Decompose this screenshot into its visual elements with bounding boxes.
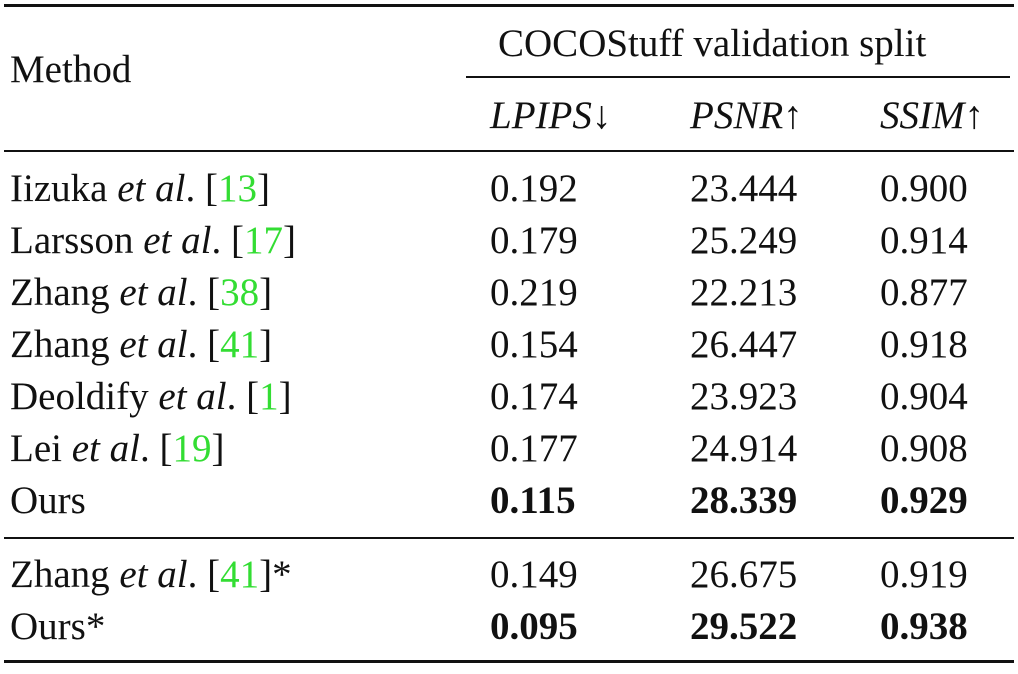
ssim-value: 0.904 (880, 375, 968, 418)
ssim-column-header: SSIM↑ (880, 96, 984, 135)
psnr-column-header: PSNR↑ (690, 96, 803, 135)
up-arrow-icon: ↑ (783, 94, 803, 137)
psnr-value: 26.447 (690, 323, 798, 366)
citation-close: ] (278, 375, 292, 418)
method-cell: Zhang et al. [38] (10, 273, 272, 312)
group-underline (466, 76, 1010, 78)
method-name: Lei (10, 427, 62, 470)
psnr-value: 23.923 (690, 375, 798, 418)
table-row: Ours 0.115 28.339 0.929 (0, 481, 1018, 533)
psnr-value: 24.914 (690, 427, 798, 470)
method-cell: Ours (10, 481, 86, 520)
method-cell: Zhang et al. [41]* (10, 555, 292, 594)
method-name: Zhang (10, 553, 110, 596)
ssim-value: 0.929 (880, 479, 968, 522)
table-row: Larsson et al. [17] 0.179 25.249 0.914 (0, 221, 1018, 273)
lpips-value: 0.115 (490, 479, 576, 522)
citation-open: . [ (211, 219, 244, 262)
table-row: Zhang et al. [41] 0.154 26.447 0.918 (0, 325, 1018, 377)
lpips-value: 0.149 (490, 553, 578, 596)
top-rule (4, 4, 1014, 7)
lpips-value: 0.174 (490, 375, 578, 418)
method-cell: Ours* (10, 607, 105, 646)
psnr-value: 22.213 (690, 271, 798, 314)
dataset-group-header: COCOStuff validation split (498, 22, 927, 65)
method-name: Ours (10, 479, 86, 522)
citation-link[interactable]: 41 (220, 323, 260, 366)
method-cell: Larsson et al. [17] (10, 221, 296, 260)
method-name: Deoldify (10, 375, 149, 418)
ssim-value: 0.918 (880, 323, 968, 366)
ssim-value: 0.914 (880, 219, 968, 262)
method-cell: Lei et al. [19] (10, 429, 224, 468)
up-arrow-icon: ↑ (964, 94, 984, 137)
lpips-value: 0.192 (490, 167, 578, 210)
citation-close: ] (256, 167, 270, 210)
citation-close: ]* (259, 553, 292, 596)
method-cell: Zhang et al. [41] (10, 325, 272, 364)
et-al-text: et al (158, 375, 227, 418)
lpips-value: 0.177 (490, 427, 578, 470)
table-row: Iizuka et al. [13] 0.192 23.444 0.900 (0, 169, 1018, 221)
table-row: Zhang et al. [41]* 0.149 26.675 0.919 (0, 555, 1018, 607)
method-name: Iizuka (10, 167, 108, 210)
lpips-column-header: LPIPS↓ (490, 96, 611, 135)
bottom-rule (4, 660, 1014, 663)
header-rule (4, 150, 1014, 152)
et-al-text: et al (117, 167, 186, 210)
table-row: Lei et al. [19] 0.177 24.914 0.908 (0, 429, 1018, 481)
citation-link[interactable]: 13 (217, 167, 257, 210)
ssim-value: 0.900 (880, 167, 968, 210)
citation-link[interactable]: 41 (220, 553, 260, 596)
citation-open: . [ (185, 167, 218, 210)
citation-close: ] (211, 427, 225, 470)
citation-link[interactable]: 19 (172, 427, 212, 470)
method-cell: Deoldify et al. [1] (10, 377, 292, 416)
lpips-value: 0.179 (490, 219, 578, 262)
et-al-text: et al (71, 427, 140, 470)
down-arrow-icon: ↓ (591, 94, 612, 137)
ssim-value: 0.919 (880, 553, 968, 596)
citation-close: ] (259, 323, 273, 366)
citation-link[interactable]: 17 (243, 219, 283, 262)
citation-open: . [ (187, 323, 221, 366)
ssim-value: 0.908 (880, 427, 968, 470)
table-row: Deoldify et al. [1] 0.174 23.923 0.904 (0, 377, 1018, 429)
lpips-header-label: LPIPS (490, 94, 592, 137)
ssim-value: 0.877 (880, 271, 968, 314)
lpips-value: 0.154 (490, 323, 578, 366)
lpips-value: 0.095 (490, 605, 578, 648)
psnr-value: 25.249 (690, 219, 798, 262)
psnr-value: 26.675 (690, 553, 798, 596)
method-name: Zhang (10, 271, 110, 314)
ssim-value: 0.938 (880, 605, 968, 648)
citation-open: . [ (226, 375, 260, 418)
method-name: Ours* (10, 605, 106, 648)
citation-link[interactable]: 1 (259, 375, 279, 418)
citation-open: . [ (187, 553, 221, 596)
psnr-header-label: PSNR (690, 94, 784, 137)
et-al-text: et al (119, 323, 188, 366)
method-name: Larsson (10, 219, 134, 262)
et-al-text: et al (119, 271, 188, 314)
et-al-text: et al (143, 219, 212, 262)
et-al-text: et al (119, 553, 188, 596)
psnr-value: 29.522 (690, 605, 798, 648)
method-name: Zhang (10, 323, 110, 366)
citation-close: ] (282, 219, 296, 262)
table-row: Zhang et al. [38] 0.219 22.213 0.877 (0, 273, 1018, 325)
method-column-header: Method (10, 48, 132, 91)
psnr-value: 28.339 (690, 479, 798, 522)
method-cell: Iizuka et al. [13] (10, 169, 270, 208)
citation-close: ] (259, 271, 273, 314)
lpips-value: 0.219 (490, 271, 578, 314)
ssim-header-label: SSIM (880, 94, 965, 137)
table-row: Ours* 0.095 29.522 0.938 (0, 607, 1018, 659)
citation-open: . [ (187, 271, 221, 314)
citation-link[interactable]: 38 (220, 271, 260, 314)
citation-open: . [ (139, 427, 173, 470)
psnr-value: 23.444 (690, 167, 798, 210)
mid-rule (4, 537, 1014, 539)
